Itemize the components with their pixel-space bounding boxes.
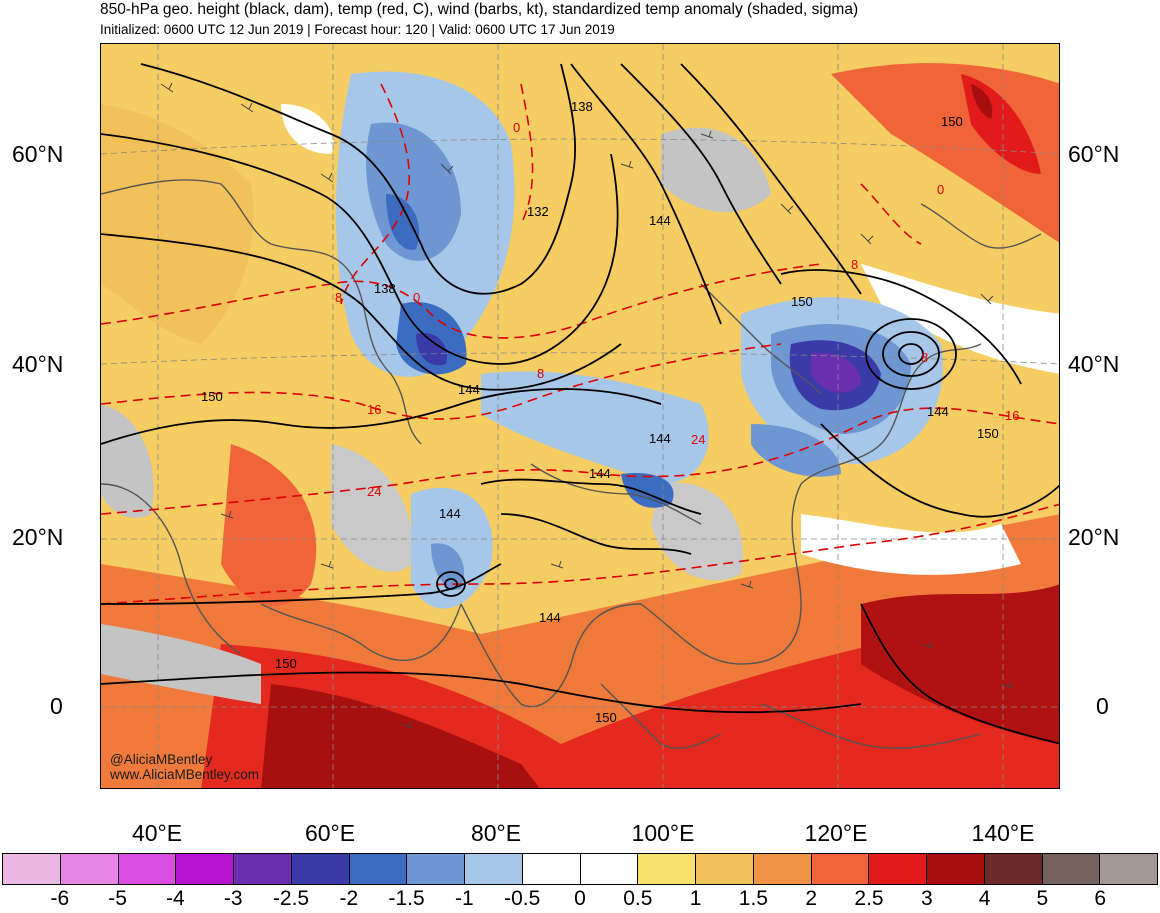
colorbar-box bbox=[465, 854, 523, 884]
lon-label: 100°E bbox=[631, 820, 695, 846]
credit-handle: @AliciaMBentley bbox=[110, 752, 213, 767]
temp-label: 0 bbox=[513, 120, 520, 135]
lon-label: 60°E bbox=[304, 820, 356, 846]
colorbar-tick-label: 1.5 bbox=[738, 887, 768, 910]
colorbar-box bbox=[869, 854, 927, 884]
temp-label: 8 bbox=[335, 290, 342, 305]
colorbar-box bbox=[522, 854, 581, 884]
colorbar-tick-label: 6 bbox=[1094, 887, 1107, 910]
warm-anomaly-regions bbox=[101, 63, 1059, 788]
colorbar-tick-label: 1 bbox=[689, 887, 702, 910]
wind-barbs bbox=[160, 82, 1014, 729]
colorbar-box bbox=[3, 854, 61, 884]
colorbar-tick-label: -1 bbox=[455, 887, 474, 910]
colorbar-tick-label: -1.5 bbox=[388, 887, 425, 910]
height-label: 144 bbox=[649, 431, 671, 446]
height-label: 150 bbox=[201, 389, 223, 404]
colorbar-tick-label: -0.5 bbox=[504, 887, 541, 910]
height-label: 144 bbox=[439, 506, 461, 521]
colorbar-box bbox=[984, 854, 1043, 884]
colorbar-box bbox=[234, 854, 292, 884]
height-label: 144 bbox=[458, 382, 480, 397]
lon-label: 140°E bbox=[971, 820, 1035, 846]
temp-label: 0 bbox=[937, 182, 944, 197]
lat-label-right: 20°N bbox=[1068, 524, 1120, 550]
height-label: 150 bbox=[941, 114, 963, 129]
colorbar-box bbox=[60, 854, 119, 884]
temp-label: 24 bbox=[691, 432, 705, 447]
height-label: 150 bbox=[791, 294, 813, 309]
height-label: 144 bbox=[589, 466, 611, 481]
colorbar-box bbox=[176, 854, 234, 884]
colorbar-tick-label: -4 bbox=[166, 887, 185, 910]
map-canvas: 138 132 144 138 144 150 144 150 150 144 … bbox=[101, 44, 1059, 788]
height-contours bbox=[101, 63, 1059, 745]
colorbar-box bbox=[118, 854, 177, 884]
colorbar-tick-label: 2 bbox=[805, 887, 818, 910]
height-label: 150 bbox=[977, 426, 999, 441]
height-label: 138 bbox=[571, 99, 593, 114]
colorbar-tick-label: 0 bbox=[574, 887, 586, 910]
colorbar-tick-label: -2.5 bbox=[272, 887, 310, 910]
lon-label: 80°E bbox=[470, 820, 522, 846]
colorbar-box bbox=[291, 854, 350, 884]
colorbar-box bbox=[349, 854, 408, 884]
lat-label-right: 60°N bbox=[1068, 141, 1120, 167]
colorbar-box bbox=[1042, 854, 1101, 884]
temperature-labels: 0 8 0 8 16 24 24 16 8 8 0 bbox=[335, 120, 1019, 499]
temp-label: 16 bbox=[367, 402, 381, 417]
lon-label: 40°E bbox=[131, 820, 183, 846]
height-label: 132 bbox=[527, 204, 549, 219]
colorbar-box bbox=[927, 854, 985, 884]
colorbar-tick-label: 4 bbox=[978, 887, 991, 910]
height-label: 144 bbox=[649, 213, 671, 228]
anomaly-colorbar bbox=[2, 853, 1158, 885]
colorbar-box bbox=[580, 854, 639, 884]
colorbar-box bbox=[638, 854, 696, 884]
colorbar-tick-label: 2.5 bbox=[854, 887, 884, 910]
temp-label: 8 bbox=[851, 257, 858, 272]
lat-label-left: 60°N bbox=[12, 141, 64, 167]
height-label: 144 bbox=[927, 404, 949, 419]
credit-site: www.AliciaMBentley.com bbox=[110, 767, 260, 782]
height-label: 150 bbox=[595, 710, 617, 725]
land-outlines bbox=[101, 179, 1042, 749]
colorbar-box bbox=[407, 854, 465, 884]
colorbar-tick-label: -2 bbox=[339, 887, 359, 910]
lat-label-left: 20°N bbox=[12, 524, 64, 550]
colorbar-box bbox=[753, 854, 812, 884]
map-panel: 138 132 144 138 144 150 144 150 150 144 … bbox=[100, 43, 1060, 789]
height-label: 150 bbox=[275, 656, 297, 671]
neutral-anomaly-regions bbox=[101, 104, 1059, 704]
colorbar-tick-label: -6 bbox=[50, 887, 70, 910]
colorbar-box bbox=[696, 854, 754, 884]
height-label: 138 bbox=[374, 281, 396, 296]
colorbar-tick-label: 5 bbox=[1036, 887, 1049, 910]
lat-label-right: 0 bbox=[1096, 693, 1109, 719]
height-label: 144 bbox=[539, 610, 561, 625]
temp-label: 8 bbox=[537, 366, 544, 381]
height-labels: 138 132 144 138 144 150 144 150 150 144 … bbox=[201, 99, 999, 725]
lon-label: 120°E bbox=[804, 820, 868, 846]
colorbar-tick-label: 0.5 bbox=[623, 887, 653, 910]
colorbar-tick-label: -3 bbox=[223, 887, 243, 910]
colorbar-tick-label: -5 bbox=[108, 887, 127, 910]
temp-label: 0 bbox=[413, 290, 420, 305]
lat-label-right: 40°N bbox=[1068, 351, 1120, 377]
colorbar-box bbox=[1100, 854, 1157, 884]
map-title: 850-hPa geo. height (black, dam), temp (… bbox=[100, 1, 859, 18]
temp-label: 24 bbox=[367, 484, 381, 499]
lat-label-left: 0 bbox=[50, 693, 63, 719]
lat-label-left: 40°N bbox=[12, 351, 64, 377]
temp-label: 8 bbox=[921, 350, 928, 365]
map-subtitle: Initialized: 0600 UTC 12 Jun 2019 | Fore… bbox=[100, 22, 615, 37]
temp-label: 16 bbox=[1005, 408, 1019, 423]
temperature-contours bbox=[101, 83, 1059, 605]
colorbar-tick-label: 3 bbox=[920, 887, 933, 910]
colorbar-box bbox=[811, 854, 870, 884]
